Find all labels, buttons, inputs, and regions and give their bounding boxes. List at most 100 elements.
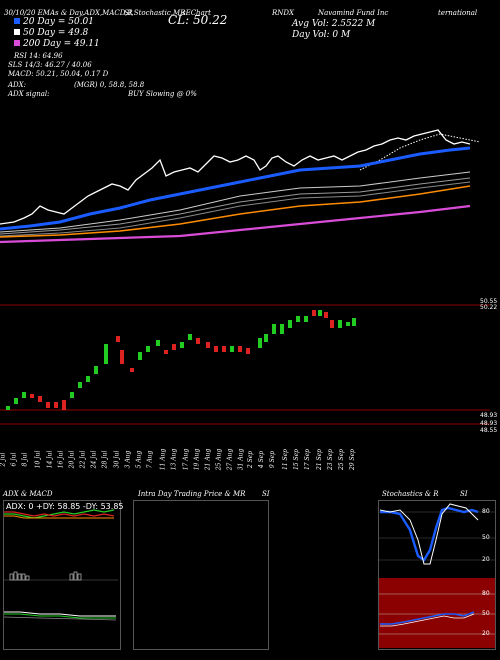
stoch-k-line: [380, 506, 479, 562]
stoch-label-80: 80: [482, 508, 490, 515]
adx-histogram-bar: [9, 573, 14, 581]
header-company: Navamind Fund Inc: [318, 9, 389, 17]
ma200-legend: 200 Day = 49.11: [14, 39, 100, 49]
ma-grey-3: [0, 181, 471, 237]
candle: [318, 310, 322, 316]
candle: [272, 324, 276, 334]
candle: [324, 312, 328, 318]
candle: [180, 342, 184, 348]
candle: [46, 402, 50, 408]
adx-histogram-bar: [77, 573, 82, 581]
candle: [54, 402, 58, 408]
header-company-2: ternational: [438, 9, 478, 17]
stoch-label-20: 20: [482, 556, 490, 563]
ma20-legend: 20 Day = 50.01: [14, 17, 94, 27]
candle: [280, 324, 284, 334]
ma50-swatch: [14, 29, 20, 35]
ma50-dotted-line: [359, 133, 481, 171]
candle: [246, 348, 250, 354]
ma200-swatch: [14, 40, 20, 46]
macd-line-2: [4, 613, 116, 619]
adx-label: ADX:: [8, 81, 27, 89]
rsi-blue-line: [380, 611, 475, 625]
candle: [146, 346, 150, 352]
stoch-si-label: SI: [460, 490, 468, 498]
candle: [172, 344, 176, 350]
candle: [230, 346, 234, 352]
candle: [120, 350, 124, 364]
rsi-label-20: 20: [482, 630, 490, 637]
header-indicators: SI,Stochastic,MR: [124, 9, 186, 17]
candle: [38, 396, 42, 402]
price-axis-upper-2: 50.22: [480, 304, 498, 311]
buy-signal: BUY Slowing @ 0%: [128, 90, 197, 98]
adx-panel-title: ADX & MACD: [3, 490, 53, 498]
candle: [6, 406, 10, 410]
price-axis-lower-2: 48.93: [480, 420, 498, 427]
close-price: CL: 50.22: [168, 13, 228, 27]
adx-green-line: [4, 509, 115, 519]
adx-red-line: [4, 511, 115, 517]
rsi-label-50: 50: [482, 610, 490, 617]
moving-average-chart: [0, 129, 490, 306]
candle: [164, 350, 168, 354]
candle: [222, 346, 226, 352]
ma20-swatch: [14, 18, 20, 24]
candle: [78, 382, 82, 388]
day-volume: Day Vol: 0 M: [292, 30, 351, 40]
candle: [22, 392, 26, 398]
candle: [206, 342, 210, 348]
candle: [156, 340, 160, 346]
ma-grey-1: [0, 171, 471, 233]
intraday-si-label: SI: [262, 490, 270, 498]
candle: [86, 376, 90, 382]
header-symbol: RNDX: [272, 9, 294, 17]
adx-signal-label: ADX signal:: [8, 90, 50, 98]
candle: [188, 334, 192, 340]
candle: [312, 310, 316, 316]
stoch-label-50: 50: [482, 534, 490, 541]
adx-histogram-bar: [17, 573, 22, 581]
stoch-readout: SLS 14/3: 46.27 / 40.06: [8, 61, 92, 69]
candle: [258, 338, 262, 348]
candle: [70, 392, 74, 398]
candle: [138, 352, 142, 360]
candle: [288, 320, 292, 328]
intraday-panel: [133, 500, 269, 650]
ma-grey-2: [0, 177, 471, 235]
adx-macd-panel: [3, 500, 121, 650]
candle: [14, 398, 18, 404]
ma20-line: [0, 146, 471, 231]
ma-orange-line: [0, 185, 471, 238]
candle: [104, 344, 108, 364]
candle: [62, 400, 66, 410]
rsi-label-80: 80: [482, 590, 490, 597]
candle: [346, 322, 350, 326]
price-line: [0, 129, 471, 225]
macd-line-3: [3, 616, 117, 621]
price-axis-lower-3: 48.55: [480, 427, 498, 434]
price-axis-upper-1: 50.55: [480, 298, 498, 305]
stoch-rsi-panel: [378, 500, 496, 650]
adx-histogram-bar: [25, 575, 30, 581]
ma200-line: [0, 204, 471, 244]
candle: [264, 334, 268, 342]
ma50-legend: 50 Day = 49.8: [14, 28, 88, 38]
stoch-d-line: [379, 503, 479, 565]
candle: [130, 368, 134, 372]
candlestick-chart: [0, 310, 490, 425]
price-axis-lower-1: 48.93: [480, 412, 498, 419]
candle: [116, 336, 120, 342]
candle: [330, 320, 334, 328]
candle: [338, 320, 342, 328]
header-source: sEChart: [182, 9, 211, 17]
adx-histogram-bar: [13, 571, 18, 581]
rsi-background: [379, 578, 495, 648]
candle: [296, 316, 300, 322]
adx-values: ADX: 0 +DY: 58.85 -DY: 53.85: [6, 502, 124, 511]
adx-histogram-bar: [21, 573, 26, 581]
mgr-readout: (MGR) 0, 58.8, 58.8: [74, 81, 145, 89]
macd-line-1: [4, 611, 116, 617]
